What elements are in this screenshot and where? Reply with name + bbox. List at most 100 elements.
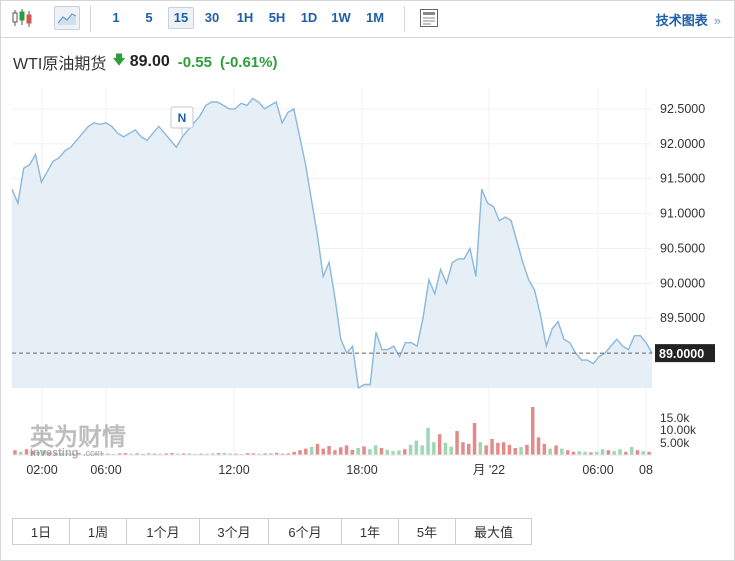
watermark-cn: 英为财情 bbox=[30, 424, 126, 451]
x-tick-label: 06:00 bbox=[582, 463, 613, 477]
volume-tick-label: 15.0k bbox=[660, 411, 690, 425]
watermark-logo: 英为财情 Investing .com bbox=[30, 424, 126, 459]
interval-button-1h[interactable]: 1H bbox=[236, 10, 254, 25]
toolbar-divider bbox=[404, 6, 405, 32]
range-button-2[interactable]: 1周 bbox=[70, 518, 127, 545]
range-button-5[interactable]: 6个月 bbox=[269, 518, 342, 545]
volume-bar bbox=[641, 451, 645, 455]
volume-bar bbox=[176, 453, 180, 455]
volume-bar bbox=[612, 451, 616, 455]
volume-bar bbox=[420, 445, 424, 455]
volume-bar bbox=[472, 423, 477, 455]
volume-bar bbox=[577, 451, 581, 455]
volume-bar bbox=[327, 446, 331, 455]
volume-bar bbox=[350, 449, 355, 455]
volume-bar bbox=[298, 450, 302, 455]
y-tick-label: 92.5000 bbox=[660, 102, 705, 116]
interval-button-1m[interactable]: 1M bbox=[365, 10, 385, 25]
chevron-right-icon: » bbox=[713, 13, 721, 28]
volume-bar bbox=[403, 449, 407, 455]
volume-bar bbox=[257, 453, 261, 455]
volume-bar bbox=[397, 450, 401, 455]
interval-button-1d[interactable]: 1D bbox=[300, 10, 318, 25]
volume-bar bbox=[65, 453, 69, 455]
range-button-1[interactable]: 1日 bbox=[12, 518, 70, 545]
volume-bar bbox=[513, 448, 517, 455]
volume-bar bbox=[455, 431, 459, 455]
volume-bar bbox=[181, 453, 186, 455]
volume-bar bbox=[19, 451, 23, 455]
event-marker: N bbox=[170, 106, 194, 135]
volume-bar bbox=[36, 451, 40, 455]
volume-bar bbox=[77, 453, 81, 455]
volume-bar bbox=[635, 450, 640, 455]
watermark-en: Investing bbox=[30, 447, 78, 459]
interval-button-5[interactable]: 5 bbox=[145, 10, 153, 25]
y-tick-label: 89.5000 bbox=[660, 311, 705, 325]
volume-bar bbox=[501, 442, 506, 455]
volume-bar bbox=[129, 453, 133, 455]
layout-icon[interactable] bbox=[417, 6, 441, 30]
x-tick-label: 06:00 bbox=[90, 463, 121, 477]
volume-bar bbox=[391, 451, 395, 455]
technical-chart-link-label: 技术图表 bbox=[655, 13, 708, 28]
volume-bar bbox=[251, 453, 256, 455]
volume-bar bbox=[275, 452, 279, 455]
volume-bar bbox=[59, 453, 64, 455]
volume-bar bbox=[408, 444, 413, 455]
volume-bar bbox=[292, 451, 296, 455]
volume-bar bbox=[560, 448, 564, 455]
volume-bar bbox=[554, 445, 558, 455]
volume-bar bbox=[13, 450, 17, 455]
volume-bar bbox=[356, 448, 360, 455]
volume-bar bbox=[147, 453, 151, 455]
volume-bar bbox=[426, 427, 430, 455]
volume-bar bbox=[71, 453, 75, 455]
range-button-3[interactable]: 1个月 bbox=[127, 518, 200, 545]
volume-bar bbox=[53, 453, 58, 455]
volume-bar bbox=[385, 449, 389, 455]
volume-bar bbox=[158, 453, 163, 455]
volume-bar bbox=[484, 445, 488, 455]
volume-bar bbox=[123, 453, 128, 455]
y-tick-label: 90.0000 bbox=[660, 276, 705, 290]
chart-toolbar: 1 5 15 30 1H 5H 1D 1W 1M 技术图表» bbox=[0, 0, 733, 38]
volume-bar bbox=[94, 453, 99, 455]
range-selector: 1日 1周 1个月 3个月 6个月 1年 5年 最大值 bbox=[12, 518, 532, 545]
volume-bar bbox=[490, 439, 494, 455]
y-tick-label: 91.0000 bbox=[660, 207, 705, 221]
range-button-4[interactable]: 3个月 bbox=[200, 518, 269, 545]
price-area bbox=[11, 97, 653, 390]
volume-bar bbox=[170, 453, 174, 455]
volume-tick-label: 5.00k bbox=[660, 436, 690, 450]
range-button-6[interactable]: 1年 bbox=[342, 518, 399, 545]
arrow-down-icon: 🡇 bbox=[112, 52, 126, 67]
y-tick-label: 91.5000 bbox=[660, 172, 705, 186]
volume-bar bbox=[531, 407, 535, 455]
interval-button-30[interactable]: 30 bbox=[204, 10, 220, 25]
interval-button-1w[interactable]: 1W bbox=[331, 10, 351, 25]
volume-bar bbox=[216, 453, 221, 455]
area-chart-icon[interactable] bbox=[54, 6, 80, 30]
news-marker[interactable]: N bbox=[170, 106, 194, 135]
volume-bar bbox=[496, 442, 500, 455]
interval-button-5h[interactable]: 5H bbox=[268, 10, 286, 25]
news-marker-label: N bbox=[178, 111, 187, 125]
volume-bar bbox=[30, 451, 35, 455]
volume-bar bbox=[106, 453, 110, 455]
interval-button-1[interactable]: 1 bbox=[112, 10, 120, 25]
y-tick-label: 92.0000 bbox=[660, 137, 705, 151]
volume-bar bbox=[589, 452, 593, 455]
volume-bar bbox=[228, 453, 232, 455]
volume-bar bbox=[222, 452, 227, 455]
interval-button-15[interactable]: 15 bbox=[168, 7, 194, 29]
volume-bar bbox=[647, 451, 651, 455]
technical-chart-link[interactable]: 技术图表 » bbox=[656, 10, 721, 29]
range-button-7[interactable]: 5年 bbox=[399, 518, 456, 545]
candlestick-icon[interactable] bbox=[9, 6, 35, 30]
range-button-8[interactable]: 最大值 bbox=[456, 518, 532, 545]
volume-bar bbox=[478, 442, 483, 455]
price-line bbox=[11, 97, 653, 390]
volume-bar bbox=[100, 452, 104, 455]
